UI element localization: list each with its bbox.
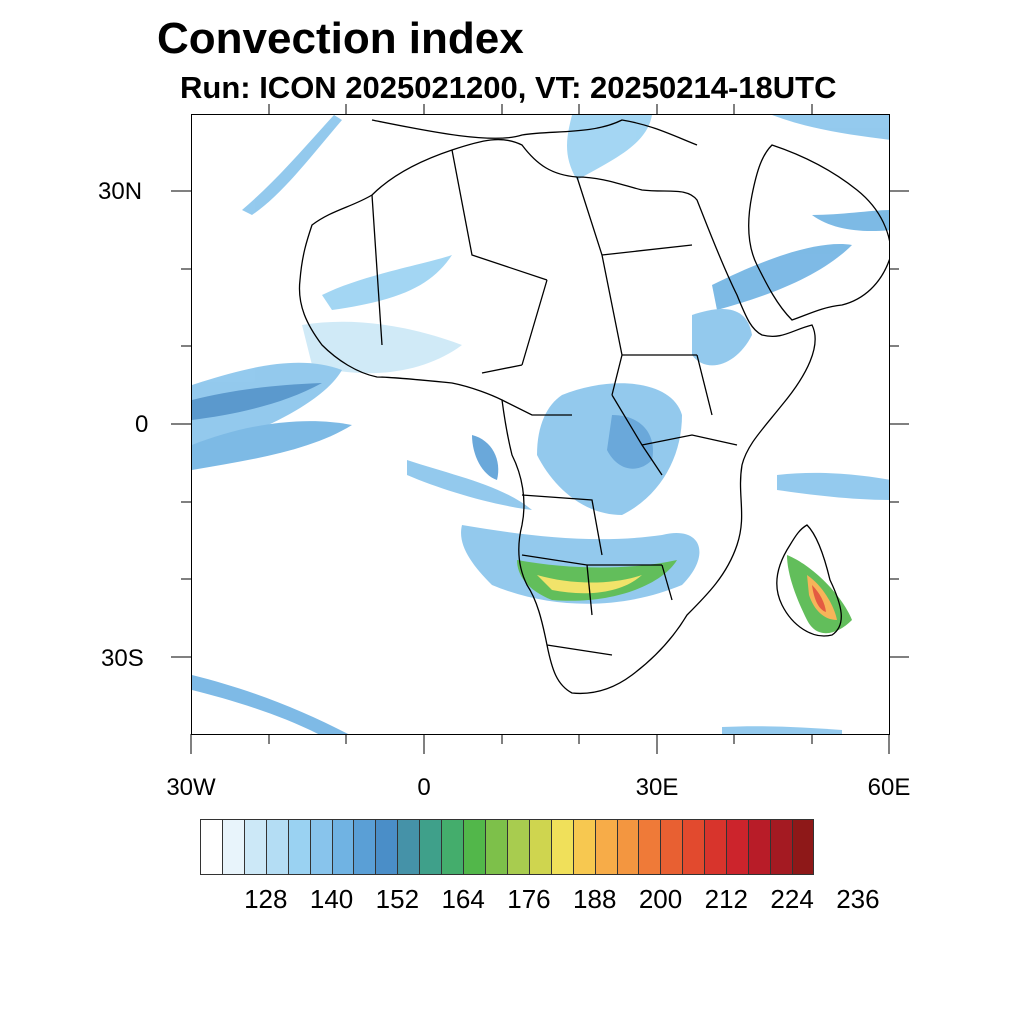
colorbar-cell xyxy=(375,819,398,875)
colorbar-cell xyxy=(748,819,770,875)
colorbar-cell xyxy=(550,819,573,875)
field-area xyxy=(772,115,889,140)
lat-label-30s: 30S xyxy=(101,645,144,672)
colorbar-cell xyxy=(769,819,792,875)
colorbar-cell xyxy=(265,819,288,875)
arabia-coast xyxy=(748,144,889,321)
colorbar xyxy=(200,819,814,875)
field-area xyxy=(192,421,352,470)
field-area xyxy=(242,115,342,215)
field-area xyxy=(807,575,837,620)
colorbar-cell xyxy=(726,819,749,875)
colorbar-cell xyxy=(484,819,507,875)
colorbar-label: 176 xyxy=(507,884,551,914)
lon-label-60e: 60E xyxy=(867,774,911,801)
colorbar-cell xyxy=(638,819,661,875)
map-panel xyxy=(191,114,890,735)
colorbar-label: 200 xyxy=(638,884,683,914)
field-area xyxy=(192,383,322,420)
lon-label-0: 0 xyxy=(417,774,431,801)
field-area xyxy=(407,460,532,510)
colorbar-cell xyxy=(287,819,310,875)
field-area xyxy=(722,726,842,734)
field-area xyxy=(192,675,349,734)
colorbar-cell xyxy=(594,819,617,875)
colorbar-cell xyxy=(506,819,529,875)
chart-title: Convection index xyxy=(157,14,524,63)
field-area xyxy=(302,321,462,374)
colorbar-label: 152 xyxy=(375,884,420,914)
colorbar-label: 236 xyxy=(836,884,880,914)
colorbar-cell xyxy=(682,819,705,875)
colorbar-label: 224 xyxy=(770,884,814,914)
lat-label-0: 0 xyxy=(135,411,149,438)
colorbar-cell xyxy=(331,819,354,875)
field-area xyxy=(607,415,653,469)
colorbar-cell xyxy=(221,819,244,875)
colorbar-cell xyxy=(200,819,222,875)
colorbar-label: 188 xyxy=(573,884,617,914)
colorbar-cell xyxy=(243,819,266,875)
field-area xyxy=(472,435,499,480)
colorbar-label: 164 xyxy=(441,884,485,914)
colorbar-cell xyxy=(309,819,332,875)
colorbar-cell xyxy=(463,819,485,875)
colorbar-cell xyxy=(791,819,814,875)
colorbar-label: 128 xyxy=(244,884,288,914)
colorbar-labels: 128 140 152 164 176 188 200 212 224 236 xyxy=(0,884,1024,924)
colorbar-cell xyxy=(441,819,464,875)
field-area xyxy=(322,255,452,310)
colorbar-cell xyxy=(419,819,442,875)
field-area xyxy=(692,309,752,366)
lon-label-30e: 30E xyxy=(635,774,679,801)
colorbar-cell xyxy=(528,819,551,875)
colorbar-label: 212 xyxy=(704,884,749,914)
colorbar-label: 140 xyxy=(309,884,354,914)
colorbar-cell xyxy=(397,819,420,875)
colorbar-cell xyxy=(616,819,639,875)
lon-label-30w: 30W xyxy=(166,774,216,801)
border xyxy=(371,149,738,656)
field-area xyxy=(777,472,889,500)
madagascar-coast xyxy=(776,524,842,637)
coastlines xyxy=(298,119,889,695)
colorbar-cell xyxy=(660,819,683,875)
lat-label-30n: 30N xyxy=(98,178,143,205)
field-area xyxy=(567,115,652,180)
chart-subtitle: Run: ICON 2025021200, VT: 20250214-18UTC xyxy=(180,70,837,105)
colorbar-cell xyxy=(704,819,727,875)
field-area xyxy=(812,210,889,232)
convection-map xyxy=(192,115,889,734)
colorbar-cell xyxy=(353,819,376,875)
colorbar-cell xyxy=(572,819,595,875)
field-area xyxy=(712,244,852,310)
field-area xyxy=(812,585,826,612)
mediterranean-coast xyxy=(371,119,698,146)
convection-field xyxy=(192,115,889,734)
